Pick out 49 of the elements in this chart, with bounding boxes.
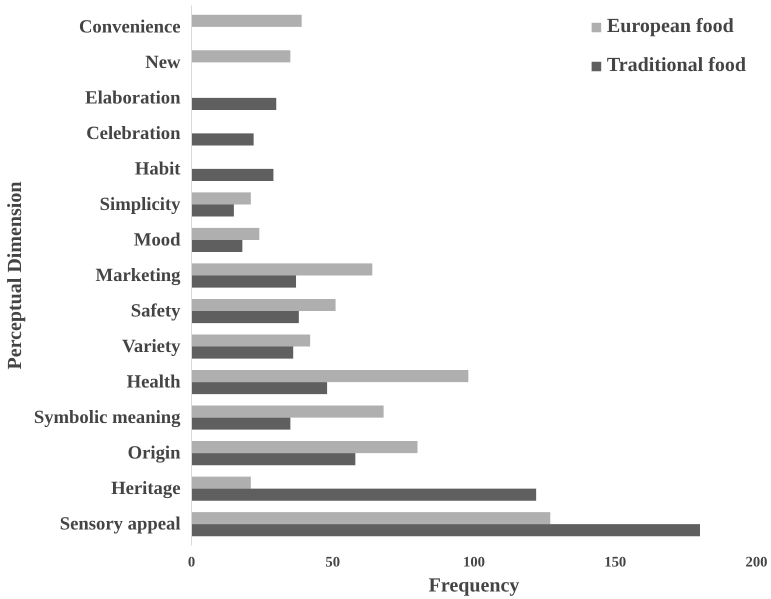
bar [192,204,234,217]
bar [192,453,356,466]
bar [192,382,328,394]
x-tick-label: 150 [604,554,626,570]
bar [192,192,251,204]
bar [192,524,700,536]
x-tick-label: 200 [746,554,768,570]
x-tick-label: 100 [463,554,485,570]
y-tick-label: Simplicity [100,194,182,215]
y-tick-label: Elaboration [85,87,182,108]
bar [192,334,310,347]
bar [192,14,302,27]
bar [192,240,242,252]
bar [192,133,254,146]
bar [192,168,274,181]
bar [192,346,294,359]
bar [192,418,290,430]
x-tick-label: 50 [325,554,340,570]
legend-label: European food [606,15,734,38]
y-tick-label: Health [126,372,182,393]
y-tick-label: Sensory appeal [60,514,180,535]
bar [192,98,276,110]
y-tick-label: Heritage [111,478,180,500]
bar [192,276,296,288]
y-tick-label: Origin [128,442,182,464]
y-tick-label: Marketing [96,265,182,286]
y-tick-label: Variety [122,336,182,358]
bar [192,441,418,454]
y-tick-label: Convenience [78,16,180,38]
y-tick-label: Symbolic meaning [34,407,182,428]
bar [192,311,299,324]
y-tick-label: Mood [134,229,182,250]
bar [192,406,384,418]
y-tick-label: Safety [130,300,182,322]
bar [192,263,372,276]
bar [192,512,550,524]
bar [192,228,260,240]
x-axis-title: Frequency [428,574,520,596]
legend-label: Traditional food [606,54,746,77]
bar [192,476,251,489]
bar [192,50,290,62]
y-tick-label: New [145,52,182,73]
y-tick-label: Habit [134,158,182,180]
bar [192,488,536,501]
bar [192,298,336,312]
x-tick-label: 0 [188,554,196,570]
y-axis-title: Perceptual Dimension [4,182,26,370]
y-tick-label: Celebration [86,122,182,144]
bar [192,370,468,382]
